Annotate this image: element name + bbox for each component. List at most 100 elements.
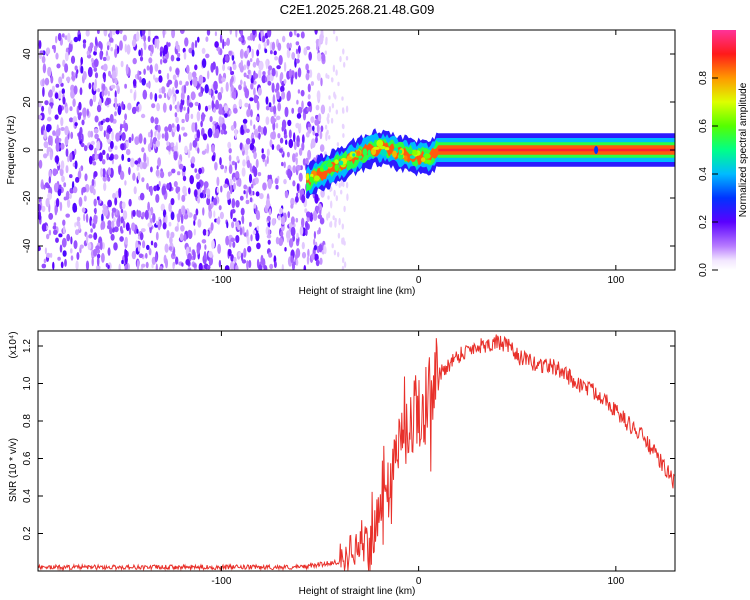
- signal-ridge-blob: [362, 148, 368, 156]
- noise-speckle: [267, 69, 271, 76]
- heatmap-xtick-label: -100: [211, 275, 231, 286]
- noise-speckle: [57, 32, 62, 42]
- noise-speckle: [164, 131, 169, 142]
- noise-speckle: [210, 222, 214, 231]
- noise-speckle: [148, 57, 153, 64]
- noise-speckle: [85, 30, 90, 37]
- noise-speckle: [78, 101, 82, 111]
- noise-speckle: [83, 213, 86, 222]
- snr-frame: [37, 330, 676, 572]
- noise-speckle: [235, 220, 240, 228]
- noise-speckle: [289, 31, 293, 38]
- noise-speckle: [81, 186, 87, 193]
- noise-speckle: [296, 232, 299, 239]
- noise-speckle: [132, 172, 136, 181]
- noise-speckle: [233, 182, 236, 191]
- noise-speckle: [98, 152, 103, 162]
- noise-speckle: [225, 81, 229, 92]
- noise-speckle: [145, 261, 149, 269]
- noise-speckle: [38, 40, 42, 49]
- noise-speckle: [171, 123, 175, 128]
- noise-speckle: [147, 201, 151, 212]
- noise-speckle: [77, 170, 82, 180]
- noise-speckle: [71, 71, 74, 76]
- noise-speckle: [231, 209, 236, 214]
- noise-speckle: [118, 187, 122, 199]
- noise-speckle: [58, 76, 63, 85]
- noise-speckle: [54, 114, 59, 120]
- noise-speckle: [119, 200, 123, 210]
- noise-speckle: [218, 117, 223, 124]
- noise-speckle: [48, 105, 52, 115]
- noise-speckle: [82, 71, 87, 80]
- noise-speckle: [53, 229, 58, 235]
- noise-speckle: [61, 237, 67, 248]
- noise-speckle: [345, 181, 349, 189]
- noise-speckle: [291, 52, 296, 60]
- noise-speckle: [114, 90, 117, 99]
- snr-ytick-label: 1.0: [22, 376, 33, 390]
- noise-speckle: [87, 242, 92, 251]
- noise-speckle: [167, 88, 173, 97]
- noise-speckle: [72, 98, 76, 108]
- noise-speckle: [306, 46, 311, 51]
- signal-ridge-blob: [379, 145, 386, 150]
- noise-speckle: [275, 70, 279, 78]
- noise-speckle: [184, 145, 188, 154]
- noise-speckle: [89, 42, 94, 49]
- noise-speckle: [74, 222, 77, 228]
- noise-speckle: [46, 252, 51, 258]
- noise-speckle: [169, 104, 173, 111]
- noise-speckle: [267, 229, 271, 236]
- noise-speckle: [45, 47, 51, 55]
- noise-speckle: [122, 34, 127, 42]
- noise-speckle: [203, 251, 207, 260]
- noise-speckle: [128, 166, 131, 176]
- noise-speckle: [117, 105, 122, 116]
- noise-speckle: [307, 149, 312, 160]
- noise-speckle: [242, 159, 246, 167]
- noise-speckle: [164, 126, 169, 133]
- noise-speckle: [320, 189, 325, 198]
- noise-speckle: [212, 61, 216, 70]
- noise-speckle: [191, 41, 195, 51]
- noise-speckle: [328, 135, 331, 140]
- noise-speckle: [166, 72, 170, 80]
- noise-speckle: [335, 109, 338, 115]
- noise-speckle: [67, 155, 70, 163]
- noise-speckle: [209, 116, 213, 123]
- noise-speckle: [321, 53, 326, 62]
- noise-speckle: [138, 253, 144, 259]
- signal-ridge-blob: [346, 160, 351, 167]
- noise-speckle: [318, 113, 322, 122]
- noise-speckle: [303, 264, 307, 270]
- noise-speckle: [226, 190, 231, 200]
- noise-speckle: [306, 255, 310, 265]
- noise-speckle: [316, 124, 320, 134]
- noise-speckle: [136, 228, 139, 234]
- noise-speckle: [170, 211, 175, 221]
- noise-speckle: [115, 30, 120, 35]
- noise-speckle: [175, 256, 179, 265]
- noise-speckle: [107, 220, 112, 227]
- noise-speckle: [284, 106, 289, 118]
- noise-speckle: [43, 153, 48, 159]
- noise-speckle: [47, 66, 52, 77]
- noise-speckle: [218, 109, 224, 115]
- noise-speckle: [64, 106, 69, 114]
- noise-speckle: [337, 232, 341, 239]
- noise-speckle: [119, 170, 125, 180]
- noise-speckle: [64, 35, 68, 40]
- noise-speckle: [124, 43, 128, 53]
- noise-speckle: [139, 232, 144, 241]
- noise-speckle: [91, 57, 94, 63]
- noise-speckle: [258, 264, 263, 270]
- noise-speckle: [91, 178, 95, 187]
- noise-speckle: [295, 152, 298, 157]
- noise-speckle: [43, 141, 49, 149]
- noise-speckle: [44, 100, 49, 106]
- noise-speckle: [120, 60, 124, 68]
- noise-speckle: [38, 114, 43, 120]
- noise-speckle: [77, 112, 82, 121]
- noise-speckle: [122, 220, 126, 229]
